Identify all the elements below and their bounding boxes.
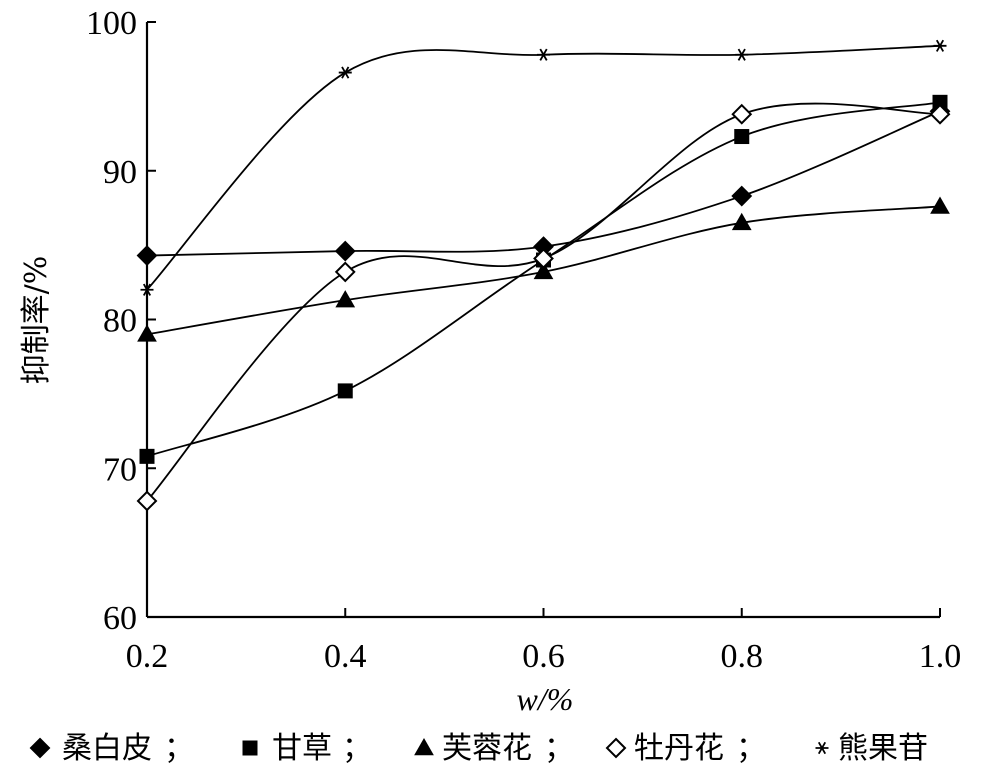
data-point [731, 212, 752, 231]
y-tick-label: 90 [103, 154, 137, 191]
x-tick-label: 1.0 [919, 638, 962, 675]
legend-label: 熊果苷 [838, 731, 928, 766]
series-line [146, 110, 941, 257]
series-3 [137, 196, 950, 342]
plot-area [145, 22, 940, 619]
series-layer [136, 39, 951, 512]
legend-marker [29, 737, 51, 759]
legend-separator: ； [544, 731, 574, 766]
x-tick-label: 0.2 [126, 638, 169, 675]
x-tick-label: 0.8 [721, 638, 764, 675]
legend-label: 甘草 [272, 731, 332, 766]
data-point [338, 66, 352, 79]
data-point [537, 48, 550, 61]
data-point [136, 490, 158, 512]
legend-separator: ； [164, 731, 194, 766]
data-point [933, 39, 947, 52]
data-point [137, 324, 157, 342]
y-tick-label: 70 [103, 451, 137, 488]
x-axis-label: w/% [517, 681, 574, 717]
series-1 [136, 100, 951, 266]
data-point [930, 196, 950, 214]
data-point [139, 448, 155, 464]
data-point [337, 383, 353, 399]
data-point [533, 261, 554, 280]
y-tick-label: 100 [86, 5, 137, 42]
legend-marker [815, 741, 829, 755]
data-point [533, 248, 554, 269]
series-line [146, 44, 941, 291]
legend-label: 芙蓉花 [442, 731, 532, 766]
x-axis-ticks: 0.2 0.4 0.6 0.8 1.0 [126, 608, 962, 675]
y-axis-label: 抑制率/% [19, 256, 54, 385]
legend-item: 芙蓉花 ； [414, 731, 574, 766]
legend-marker [414, 737, 434, 756]
legend-item: 桑白皮 ； [29, 731, 194, 766]
legend-marker [242, 740, 258, 756]
legend-separator: ； [736, 731, 766, 766]
x-tick-label: 0.6 [522, 638, 565, 675]
data-point [735, 48, 749, 61]
y-tick-label: 60 [103, 600, 137, 637]
data-point [136, 245, 158, 266]
legend-item: 甘草 ； [242, 731, 372, 766]
data-point [334, 261, 356, 283]
series-4 [136, 102, 951, 512]
legend-marker [605, 737, 627, 759]
data-point [731, 103, 753, 125]
legend-label: 牡丹花 [634, 731, 724, 766]
data-point [140, 283, 154, 296]
legend-separator: ； [342, 731, 372, 766]
data-point [731, 185, 753, 207]
legend: 桑白皮 ； 甘草 ； 芙蓉花 ； 牡丹花 ； 熊果苷 [29, 731, 928, 766]
data-point [335, 290, 356, 308]
legend-item: 牡丹花 ； [605, 731, 766, 766]
y-axis-ticks: 60 70 80 90 100 [86, 5, 156, 637]
legend-label: 桑白皮 [62, 731, 152, 766]
y-tick-label: 80 [103, 303, 137, 340]
data-point [334, 240, 356, 262]
data-point [734, 129, 750, 145]
series-5 [140, 39, 947, 296]
data-point [929, 103, 951, 125]
legend-item: 熊果苷 [815, 731, 928, 766]
x-tick-label: 0.4 [324, 638, 367, 675]
series-line [146, 101, 941, 458]
series-line [146, 102, 941, 502]
